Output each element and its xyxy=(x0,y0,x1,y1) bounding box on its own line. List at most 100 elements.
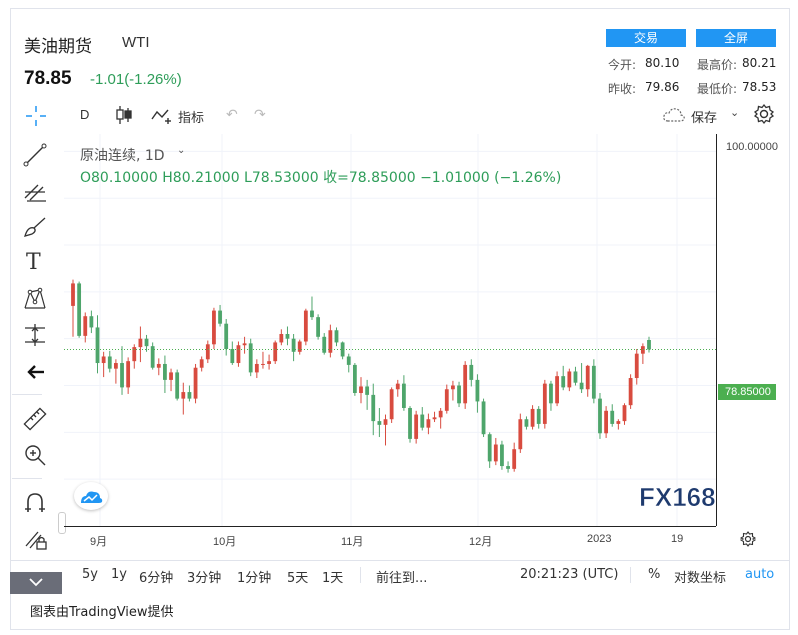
candle-body xyxy=(77,283,82,336)
candle xyxy=(199,356,204,372)
candle xyxy=(579,363,584,394)
candle-body xyxy=(444,389,449,411)
fullscreen-button[interactable]: 全屏 xyxy=(696,29,776,47)
candle-body xyxy=(175,372,180,399)
percent-toggle[interactable]: % xyxy=(648,567,661,582)
candle xyxy=(487,432,492,468)
candle-body xyxy=(524,419,529,427)
candle-body xyxy=(120,363,124,388)
candle xyxy=(383,414,388,446)
candle xyxy=(408,406,412,443)
candle xyxy=(634,348,639,385)
svg-text:FX168: FX168 xyxy=(639,482,716,512)
range-1min-button[interactable]: 1分钟 xyxy=(237,571,272,586)
candle-body xyxy=(426,419,431,428)
candle xyxy=(187,385,192,402)
candle-body xyxy=(273,342,278,362)
brush-icon[interactable] xyxy=(22,214,48,240)
toolbar-collapse-button[interactable] xyxy=(10,572,62,594)
candle-body xyxy=(322,336,327,353)
range-6min-button[interactable]: 6分钟 xyxy=(139,571,174,586)
undo-icon[interactable]: ↶ xyxy=(226,106,238,122)
candle-body xyxy=(113,363,118,369)
candle-body xyxy=(622,405,627,422)
trade-button[interactable]: 交易 xyxy=(606,29,686,47)
candle xyxy=(432,411,437,423)
price-scale[interactable] xyxy=(716,134,778,526)
clock-timezone[interactable]: 20:21:23 (UTC) xyxy=(520,567,619,582)
back-arrow-icon[interactable] xyxy=(24,360,48,384)
candle-body xyxy=(561,376,566,388)
candle xyxy=(77,281,82,338)
range-1y-button[interactable]: 1y xyxy=(111,567,127,582)
candle xyxy=(371,383,376,436)
last-price-tag: 78.85000 xyxy=(718,384,776,400)
candle-body xyxy=(573,371,578,383)
candle xyxy=(512,442,517,472)
chevron-down-icon[interactable]: ⌄ xyxy=(730,107,740,119)
trend-line-icon[interactable] xyxy=(22,142,48,168)
lock-pencil-icon[interactable] xyxy=(22,526,48,552)
redo-icon[interactable]: ↷ xyxy=(254,106,266,122)
zoom-in-icon[interactable] xyxy=(22,442,48,468)
candle xyxy=(346,353,351,373)
candle-body xyxy=(371,394,376,422)
scale-settings-icon[interactable] xyxy=(739,531,757,547)
candle xyxy=(310,296,314,320)
candle xyxy=(604,406,609,438)
candle xyxy=(242,336,247,354)
candle-type-icon[interactable] xyxy=(114,104,134,126)
candle-body xyxy=(199,359,204,368)
low-label: 最低价: xyxy=(697,82,738,96)
high-label: 最高价: xyxy=(697,58,738,72)
candle-body xyxy=(242,343,247,346)
candle-body xyxy=(193,367,198,399)
ruler-icon[interactable] xyxy=(22,406,48,432)
auto-scale-toggle[interactable]: auto xyxy=(745,567,775,582)
candle-body xyxy=(316,317,321,337)
candle xyxy=(236,341,241,367)
candle xyxy=(542,379,547,429)
candle xyxy=(475,374,480,413)
open-value: 80.10 xyxy=(645,56,680,70)
fib-tool-icon[interactable] xyxy=(22,178,48,204)
save-button[interactable]: 保存 xyxy=(691,110,718,125)
range-1d-button[interactable]: 1天 xyxy=(322,571,344,586)
candle-body xyxy=(224,323,229,349)
side-panel-toggle[interactable] xyxy=(58,512,66,534)
time-scale[interactable] xyxy=(64,526,716,552)
candle-body xyxy=(303,310,308,342)
candle-body xyxy=(83,316,88,336)
series-legend-name[interactable]: 原油连续, 1D xyxy=(80,148,165,164)
price-scale-label: 100.00000 xyxy=(726,141,778,153)
candle xyxy=(420,407,425,431)
crosshair-icon[interactable] xyxy=(24,104,48,128)
log-scale-toggle[interactable]: 对数坐标 xyxy=(674,571,727,586)
range-5d-button[interactable]: 5天 xyxy=(287,571,309,586)
pattern-tool-icon[interactable] xyxy=(22,286,48,312)
tradingview-icon[interactable] xyxy=(74,482,108,510)
candle xyxy=(169,368,173,392)
goto-date-button[interactable]: 前往到... xyxy=(376,571,428,586)
chart-pane[interactable] xyxy=(64,134,716,526)
indicators-icon[interactable] xyxy=(150,105,174,125)
chevron-down-icon[interactable]: ⌄ xyxy=(177,145,186,156)
magnet-icon[interactable] xyxy=(22,490,48,516)
cloud-icon[interactable] xyxy=(662,106,686,124)
interval-selector[interactable]: D xyxy=(80,107,90,122)
candle-body xyxy=(647,339,651,350)
price-change: -1.01(-1.26%) xyxy=(90,71,182,88)
indicators-button[interactable]: 指标 xyxy=(178,110,205,125)
candle-body xyxy=(555,376,559,404)
measure-tool-icon[interactable] xyxy=(22,322,48,348)
candle-body xyxy=(530,408,535,427)
range-5y-button[interactable]: 5y xyxy=(82,567,98,582)
candle xyxy=(71,279,75,337)
prev-close-value: 79.86 xyxy=(645,80,680,94)
candle xyxy=(352,363,357,396)
candle xyxy=(610,404,615,427)
gear-icon[interactable] xyxy=(753,103,775,125)
range-3min-button[interactable]: 3分钟 xyxy=(187,571,222,586)
text-tool-icon[interactable]: T xyxy=(26,250,41,275)
candle-body xyxy=(457,385,461,404)
